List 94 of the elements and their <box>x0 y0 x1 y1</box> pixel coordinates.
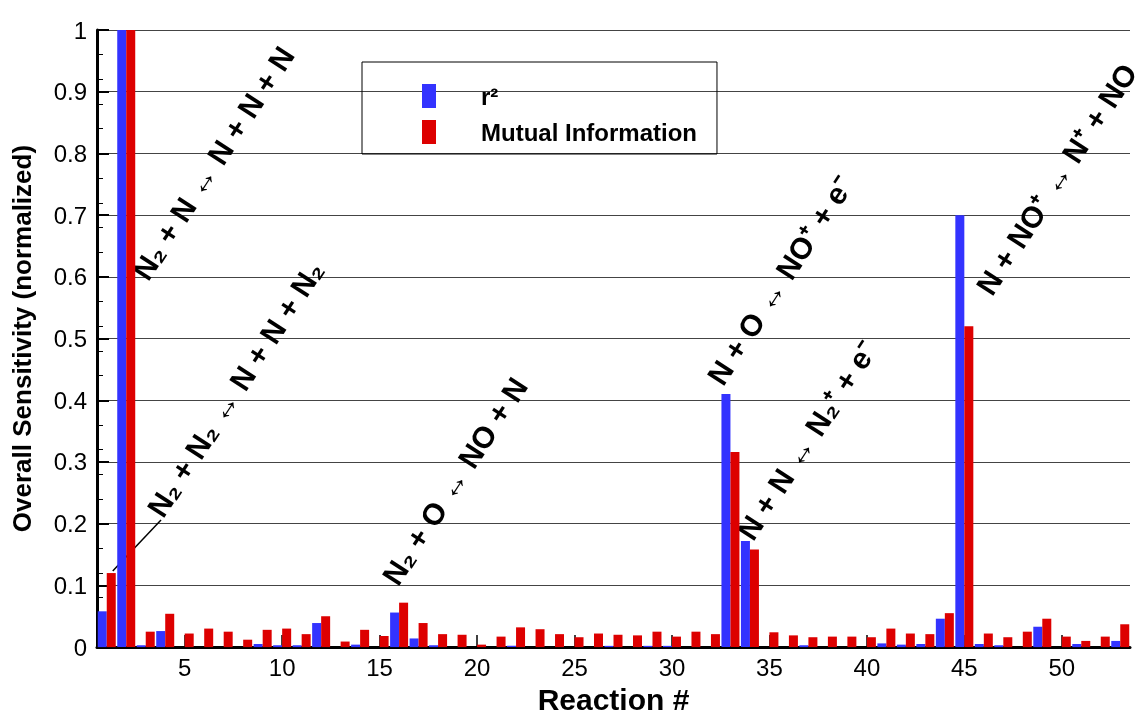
bar <box>955 215 965 648</box>
bar <box>535 629 545 648</box>
bar <box>827 636 837 648</box>
bar <box>691 631 701 648</box>
bar <box>877 643 887 648</box>
bar <box>1100 636 1110 648</box>
bar <box>282 628 292 648</box>
y-tick-label: 0.7 <box>53 201 87 229</box>
bar <box>418 623 428 648</box>
bar <box>808 637 818 648</box>
bar <box>321 616 331 648</box>
bar <box>340 641 350 648</box>
bar <box>1022 631 1032 648</box>
bar <box>721 394 731 648</box>
bar <box>671 636 681 648</box>
y-tick-label: 0 <box>73 633 87 661</box>
x-tick-label: 50 <box>1048 653 1076 681</box>
bar <box>243 639 253 648</box>
bar <box>1072 644 1082 648</box>
bar <box>964 326 974 648</box>
y-tick-label: 0.9 <box>53 78 87 106</box>
y-tick-label: 0.4 <box>53 386 87 414</box>
bar <box>184 633 194 648</box>
bar <box>1003 637 1013 648</box>
bar <box>935 618 945 648</box>
bar <box>710 634 720 648</box>
bar <box>613 634 623 648</box>
bar <box>905 633 915 648</box>
bar <box>165 613 175 648</box>
bar <box>788 635 798 648</box>
bar <box>399 602 409 648</box>
bar <box>409 638 419 648</box>
bar <box>944 613 954 648</box>
x-tick-label: 15 <box>366 653 393 681</box>
bar <box>886 628 896 648</box>
bar <box>925 634 935 648</box>
bar <box>983 633 993 648</box>
bar <box>1033 626 1043 648</box>
bar <box>866 637 876 648</box>
bar <box>253 644 263 648</box>
bar <box>204 628 214 648</box>
y-tick-label: 0.2 <box>53 510 87 538</box>
bar <box>1120 624 1130 648</box>
bar <box>516 627 526 648</box>
x-tick-label: 20 <box>463 653 491 681</box>
bar <box>106 573 116 648</box>
bar <box>97 611 107 648</box>
bar <box>360 629 370 648</box>
x-tick-label: 40 <box>853 653 881 681</box>
bar <box>652 631 662 648</box>
bar <box>916 644 926 648</box>
y-tick-label: 0.1 <box>53 571 87 599</box>
bar <box>223 631 233 648</box>
bar <box>496 636 506 648</box>
bar <box>126 30 136 648</box>
bar <box>847 636 857 648</box>
bar <box>574 637 584 648</box>
bar <box>740 540 750 648</box>
bar <box>145 631 155 648</box>
y-tick-label: 0.5 <box>53 325 87 353</box>
legend-label: Mutual Information <box>481 118 697 146</box>
x-tick-label: 5 <box>178 653 192 681</box>
x-tick-label: 35 <box>756 653 783 681</box>
x-tick-label: 25 <box>561 653 588 681</box>
bar <box>730 452 740 648</box>
bar <box>1061 636 1071 648</box>
annotation: N₂ + O ↔ NO + N <box>375 371 535 591</box>
bar <box>632 635 642 648</box>
bar <box>262 629 272 648</box>
bar <box>1042 618 1052 648</box>
x-tick-label: 30 <box>658 653 686 681</box>
y-tick-label: 1 <box>73 16 87 44</box>
y-axis-title: Overall Sensitivity (normalized) <box>7 144 37 533</box>
bar <box>1111 640 1121 648</box>
bar <box>379 635 389 648</box>
x-tick-label: 45 <box>950 653 978 681</box>
bar <box>312 623 322 648</box>
bar <box>769 632 779 648</box>
y-tick-label: 0.6 <box>53 263 87 291</box>
bar <box>555 634 565 648</box>
bar <box>390 612 400 648</box>
y-tick-label: 0.3 <box>53 448 87 476</box>
bar <box>457 634 467 648</box>
bar <box>156 631 166 648</box>
x-axis-title: Reaction # <box>537 682 690 716</box>
bar <box>117 30 127 648</box>
bar <box>1081 640 1091 648</box>
bar <box>594 633 604 648</box>
bar <box>301 634 311 648</box>
bar <box>749 549 759 648</box>
y-tick-label: 0.8 <box>53 139 87 167</box>
bar <box>438 634 448 648</box>
x-tick-label: 10 <box>268 653 296 681</box>
bar <box>974 644 984 648</box>
